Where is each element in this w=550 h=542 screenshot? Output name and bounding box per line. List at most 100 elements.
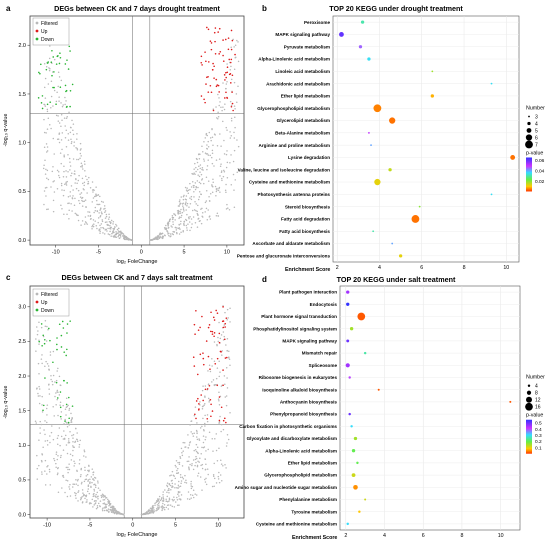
panel-a-point-filtered [70, 203, 72, 205]
panel-c-x-tick-label: -10 [43, 523, 51, 529]
panel-a-point-filtered [211, 136, 214, 139]
panel-c-point-filtered [167, 508, 170, 510]
panel-c-point-filtered [213, 462, 215, 465]
panel-c-point-filtered [64, 408, 67, 410]
panel-a-point-down [51, 74, 53, 77]
panel-c-point-filtered [162, 493, 164, 496]
panel-a-point-filtered [232, 173, 235, 176]
panel-a-point-filtered [165, 228, 167, 231]
panel-b-number-legend-marker [526, 128, 532, 133]
panel-c-point-filtered [188, 456, 190, 458]
panel-c-point-filtered [196, 464, 199, 467]
panel-a-point-filtered [213, 165, 215, 167]
panel-b-bubble [358, 45, 363, 49]
panel-c-point-filtered [190, 483, 192, 485]
panel-c-point-filtered [74, 491, 76, 494]
panel-c-point-filtered [166, 495, 169, 498]
panel-c-point-filtered [187, 446, 189, 449]
panel-a-point-down [49, 101, 52, 103]
panel-c-point-filtered [110, 509, 112, 512]
panel-a-point-filtered [185, 219, 188, 222]
panel-a-point-filtered [69, 131, 72, 134]
panel-c-point-filtered [222, 339, 225, 341]
panel-a-point-filtered [57, 171, 60, 173]
panel-c-point-filtered [170, 488, 172, 491]
panel-a-point-up [212, 109, 215, 112]
panel-a-point-down [55, 63, 58, 65]
panel-a-point-filtered [220, 106, 222, 109]
panel-a-point-filtered [46, 128, 49, 130]
panel-a-point-filtered [112, 220, 115, 223]
panel-a-point-filtered [190, 195, 193, 198]
panel-c-point-filtered [112, 507, 114, 509]
panel-c-point-filtered [184, 481, 186, 484]
panel-a-point-filtered [117, 230, 120, 232]
panel-a-point-filtered [223, 108, 226, 111]
panel-c-point-filtered [226, 350, 228, 352]
panel-a-point-filtered [223, 170, 226, 173]
panel-a-point-filtered [92, 189, 95, 191]
panel-a-point-filtered [63, 154, 65, 156]
panel-c-point-filtered [163, 503, 166, 506]
panel-c-point-filtered [44, 484, 47, 486]
panel-d-bubble [351, 473, 356, 477]
panel-c-point-up [218, 332, 221, 335]
panel-c-point-filtered [109, 504, 111, 506]
panel-c-point-filtered [225, 395, 228, 397]
panel-a-point-filtered [79, 157, 81, 160]
panel-c-point-filtered [169, 474, 171, 477]
panel-a-point-filtered [117, 227, 120, 230]
panel-c-point-filtered [45, 407, 48, 410]
panel-c-point-filtered [213, 477, 216, 480]
panel-c-point-filtered [215, 377, 218, 380]
panel-a-point-filtered [46, 150, 49, 152]
panel-a-point-up [234, 53, 236, 56]
panel-a-point-filtered [225, 208, 228, 210]
panel-c-point-up [207, 355, 210, 358]
panel-a-point-filtered [91, 201, 94, 203]
panel-a-point-filtered [79, 149, 82, 151]
panel-a-point-filtered [44, 159, 46, 162]
panel-c-point-filtered [114, 508, 116, 511]
panel-c-point-filtered [150, 507, 153, 510]
panel-c-point-filtered [87, 485, 90, 488]
panel-a-point-filtered [55, 114, 58, 117]
panel-a-point-filtered [196, 158, 198, 161]
panel-a-point-filtered [209, 154, 211, 157]
panel-c-point-filtered [81, 501, 84, 503]
panel-a-point-filtered [215, 106, 217, 108]
panel-a-point-filtered [182, 230, 184, 232]
panel-a-point-filtered [234, 44, 237, 46]
panel-c-point-filtered [77, 484, 79, 487]
panel-c-point-filtered [41, 461, 43, 463]
panel-a-point-filtered [235, 56, 237, 59]
panel-c-point-up [204, 388, 207, 391]
panel-c-point-filtered [55, 392, 57, 394]
panel-c-point-filtered [44, 440, 47, 442]
panel-c-point-filtered [90, 502, 92, 505]
panel-c-point-filtered [192, 459, 195, 461]
panel-c-point-filtered [72, 440, 74, 443]
panel-a-point-filtered [202, 216, 204, 218]
panel-a-point-filtered [223, 153, 226, 155]
panel-a-point-down [71, 83, 74, 86]
panel-d-title: TOP 20 KEGG under salt treatment [337, 275, 456, 284]
panel-a-point-filtered [220, 163, 222, 165]
panel-c-point-filtered [218, 481, 221, 484]
panel-c-point-filtered [83, 480, 86, 483]
panel-c-point-filtered [175, 459, 178, 462]
panel-a-point-filtered [230, 78, 233, 81]
panel-a-point-up [226, 97, 229, 99]
panel-c-point-filtered [68, 488, 71, 490]
panel-a-point-filtered [203, 158, 205, 160]
panel-a-point-filtered [215, 188, 218, 190]
panel-c-point-down [42, 409, 44, 412]
panel-a-point-filtered [53, 180, 55, 182]
panel-c-point-filtered [166, 482, 169, 484]
panel-c-point-filtered [49, 441, 51, 444]
panel-c-point-filtered [83, 449, 86, 451]
panel-c-point-filtered [50, 431, 53, 434]
panel-a-point-filtered [83, 184, 85, 187]
panel-a-point-filtered [220, 145, 222, 147]
panel-a-point-filtered [108, 216, 111, 218]
